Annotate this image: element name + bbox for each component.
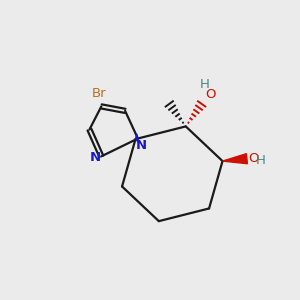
Text: N: N [90,151,101,164]
Text: Br: Br [92,88,106,100]
Text: O: O [206,88,216,100]
Text: N: N [135,139,146,152]
Polygon shape [223,154,247,164]
Polygon shape [136,134,139,143]
Text: H: H [200,78,209,91]
Text: O: O [248,152,258,165]
Text: H: H [256,154,266,167]
